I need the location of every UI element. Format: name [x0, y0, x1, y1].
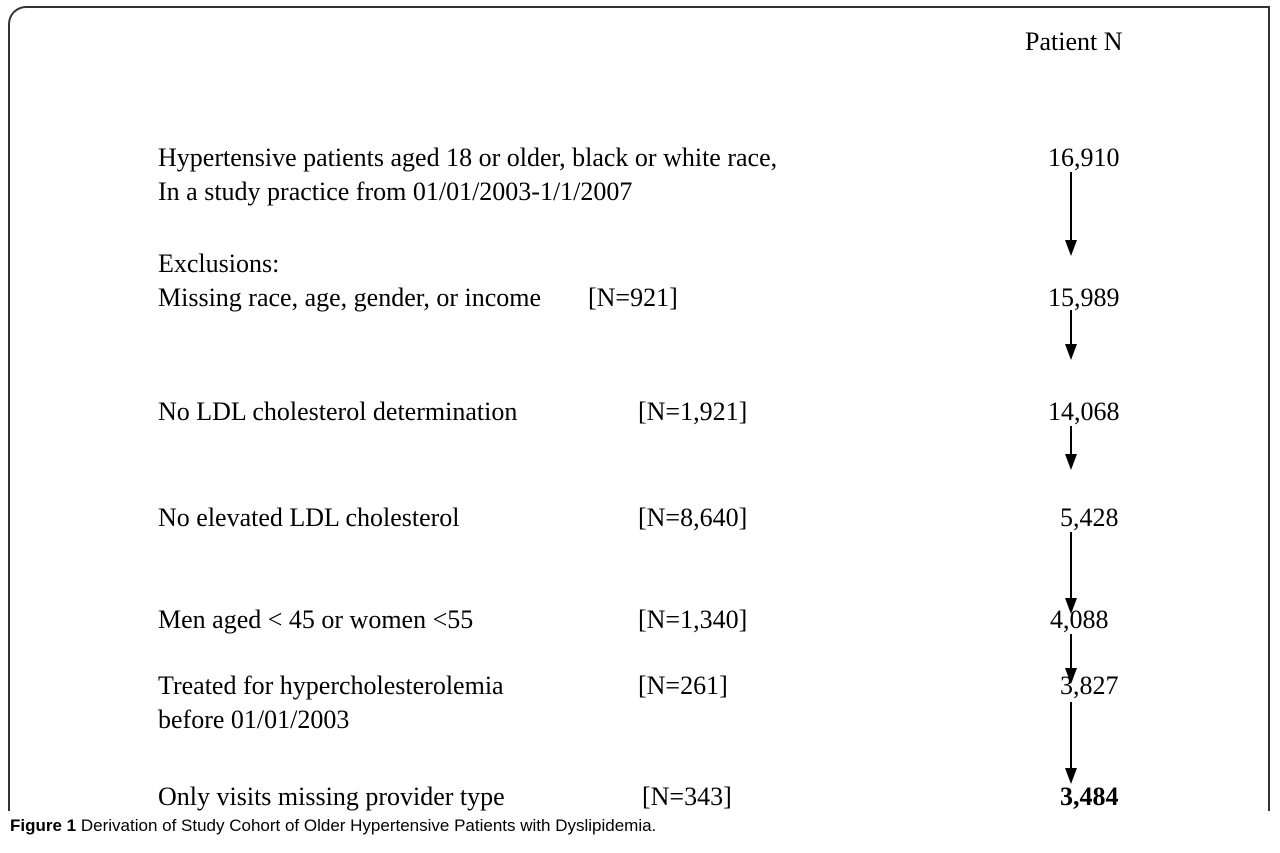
step-label: No elevated LDL cholesterol: [158, 503, 460, 532]
step-label: before 01/01/2003: [158, 705, 350, 734]
patient-count: 14,068: [1048, 397, 1120, 426]
excluded-count: [N=343]: [642, 782, 732, 811]
excluded-count: [N=921]: [588, 283, 678, 312]
excluded-count: [N=261]: [638, 671, 728, 700]
step-label: Hypertensive patients aged 18 or older, …: [158, 143, 778, 172]
arrowhead: [1065, 344, 1077, 360]
arrowhead: [1065, 454, 1077, 470]
arrowhead: [1065, 768, 1077, 784]
step-label: No LDL cholesterol determination: [158, 397, 518, 426]
patient-count: 4,088: [1050, 605, 1109, 634]
patient-count: 16,910: [1048, 143, 1120, 172]
final-count: 3,484: [1060, 782, 1119, 811]
step-label: Men aged < 45 or women <55: [158, 605, 474, 634]
excluded-count: [N=1,921]: [638, 397, 748, 426]
step-label: Only visits missing provider type: [158, 782, 505, 811]
step-label: In a study practice from 01/01/2003-1/1/…: [158, 177, 633, 206]
column-title: Patient N: [1025, 27, 1123, 56]
frame: [8, 6, 1270, 811]
step-label: Missing race, age, gender, or income: [158, 283, 542, 312]
step-label: Treated for hypercholesterolemia: [158, 671, 504, 700]
step-heading: Exclusions:: [158, 249, 280, 278]
patient-count: 5,428: [1060, 503, 1119, 532]
arrow-group: [1065, 172, 1077, 784]
patient-count: 3,827: [1060, 671, 1119, 700]
patient-count: 15,989: [1048, 283, 1120, 312]
caption-label: Figure 1: [10, 816, 77, 835]
arrowhead: [1065, 668, 1077, 684]
excluded-count: [N=8,640]: [638, 503, 748, 532]
arrowhead: [1065, 240, 1077, 256]
excluded-count: [N=1,340]: [638, 605, 748, 634]
caption: Figure 1 Derivation of Study Cohort of O…: [10, 816, 656, 836]
arrowhead: [1065, 598, 1077, 614]
caption-text: Derivation of Study Cohort of Older Hype…: [80, 816, 657, 835]
